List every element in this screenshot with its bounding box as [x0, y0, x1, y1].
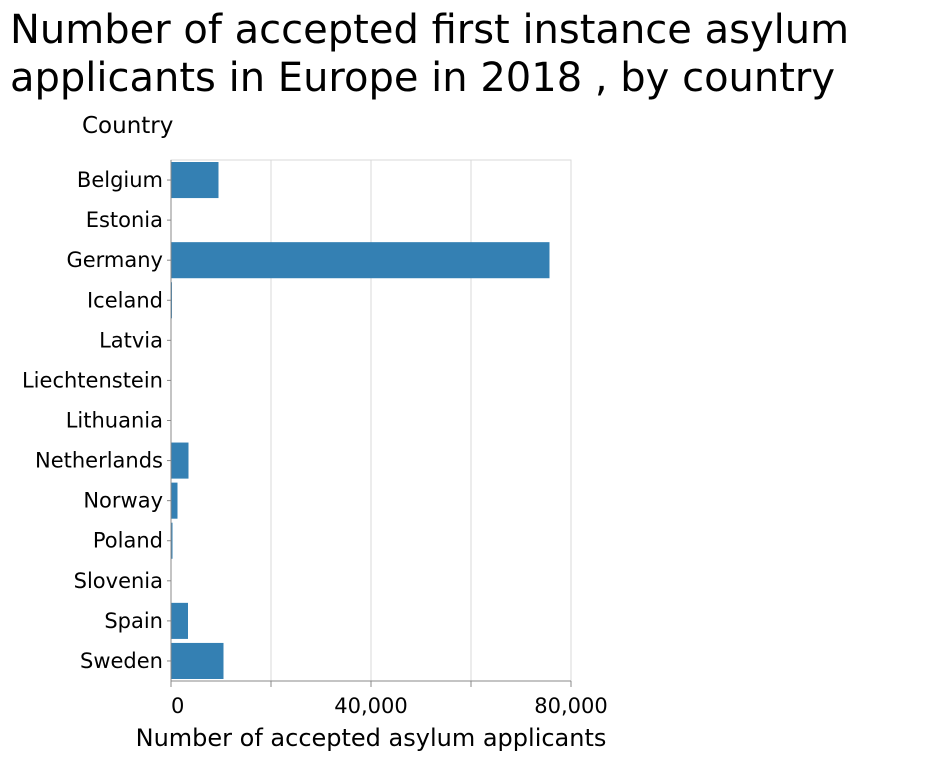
- y-tick-label: Liechtenstein: [22, 368, 163, 392]
- bar-sweden: [171, 642, 224, 679]
- bar-layer: [171, 162, 550, 679]
- y-tick-label: Estonia: [86, 208, 163, 232]
- y-tick-label: Lithuania: [66, 409, 163, 433]
- bar-poland: [171, 522, 173, 559]
- y-tick-label: Germany: [66, 248, 163, 272]
- x-axis-title: Number of accepted asylum applicants: [136, 724, 607, 752]
- bar-netherlands: [171, 442, 189, 479]
- y-tick-label: Spain: [104, 609, 163, 633]
- chart-title-line-1: Number of accepted first instance asylum: [10, 7, 850, 53]
- chart-title-line-2: applicants in Europe in 2018 , by countr…: [10, 55, 836, 101]
- y-axis-title: Country: [82, 113, 173, 139]
- y-tick-label: Slovenia: [74, 569, 163, 593]
- y-tick-label: Latvia: [99, 328, 163, 352]
- x-tick-label: 0: [171, 694, 184, 718]
- bar-belgium: [171, 162, 219, 199]
- y-tick-label: Iceland: [87, 288, 163, 312]
- chart-title: Number of accepted first instance asylum…: [10, 6, 935, 102]
- axis-layer: Belgium Estonia Germany Iceland Latvia Liecht…: [22, 160, 608, 718]
- bar-norway: [171, 482, 178, 519]
- bar-germany: [171, 242, 550, 279]
- x-tick-label: 40,000: [334, 694, 407, 718]
- x-tick-label: 80,000: [534, 694, 607, 718]
- y-tick-label: Sweden: [80, 649, 163, 673]
- y-tick-label: Belgium: [77, 168, 163, 192]
- y-tick-label: Netherlands: [35, 449, 163, 473]
- y-tick-label: Poland: [93, 529, 163, 553]
- y-tick-label: Norway: [83, 489, 163, 513]
- grid-layer: [170, 159, 572, 682]
- bar-spain: [171, 602, 188, 639]
